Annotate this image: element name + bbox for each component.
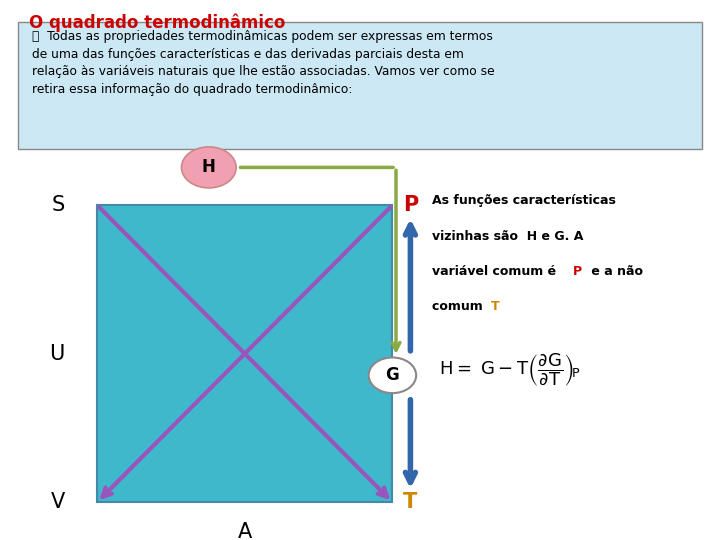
- Text: $\mathrm{H} = \ \mathrm{G} - \mathrm{T}\left(\dfrac{\partial \mathrm{G}}{\partia: $\mathrm{H} = \ \mathrm{G} - \mathrm{T}\…: [439, 352, 582, 389]
- Text: comum: comum: [432, 300, 487, 313]
- Text: P: P: [572, 265, 582, 278]
- Text: V: V: [50, 492, 65, 512]
- Text: U: U: [50, 343, 65, 364]
- Text: relação às variáveis naturais que lhe estão associadas. Vamos ver como se: relação às variáveis naturais que lhe es…: [32, 65, 495, 78]
- Text: T: T: [491, 300, 500, 313]
- Text: As funções características: As funções características: [432, 194, 616, 207]
- Text: T: T: [403, 492, 418, 512]
- Text: e a não: e a não: [587, 265, 643, 278]
- Text: G: G: [385, 366, 400, 384]
- Circle shape: [181, 147, 236, 188]
- Text: S: S: [52, 195, 65, 215]
- Text: variável comum é: variável comum é: [432, 265, 560, 278]
- Circle shape: [369, 357, 416, 393]
- Text: A: A: [238, 522, 252, 540]
- FancyBboxPatch shape: [18, 22, 702, 148]
- Text: P: P: [402, 195, 418, 215]
- Text: de uma das funções características e das derivadas parciais desta em: de uma das funções características e das…: [32, 48, 464, 60]
- Bar: [97, 205, 392, 502]
- Text: H: H: [202, 158, 216, 177]
- Text: vizinhas são  H e G. A: vizinhas são H e G. A: [432, 230, 583, 242]
- Text: O quadrado termodinâmico: O quadrado termodinâmico: [29, 14, 285, 32]
- Text: retira essa informação do quadrado termodinâmico:: retira essa informação do quadrado termo…: [32, 83, 353, 96]
- Text: 👾  Todas as propriedades termodinâmicas podem ser expressas em termos: 👾 Todas as propriedades termodinâmicas p…: [32, 30, 493, 43]
